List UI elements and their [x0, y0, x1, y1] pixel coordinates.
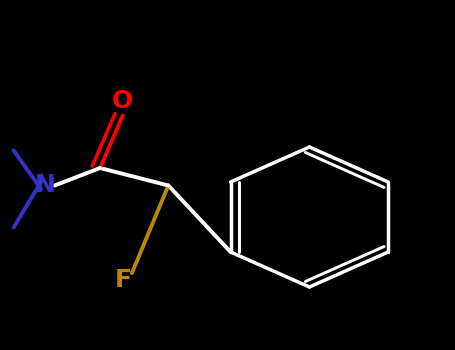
Text: F: F [114, 268, 131, 292]
Text: N: N [35, 174, 56, 197]
Text: O: O [112, 90, 133, 113]
